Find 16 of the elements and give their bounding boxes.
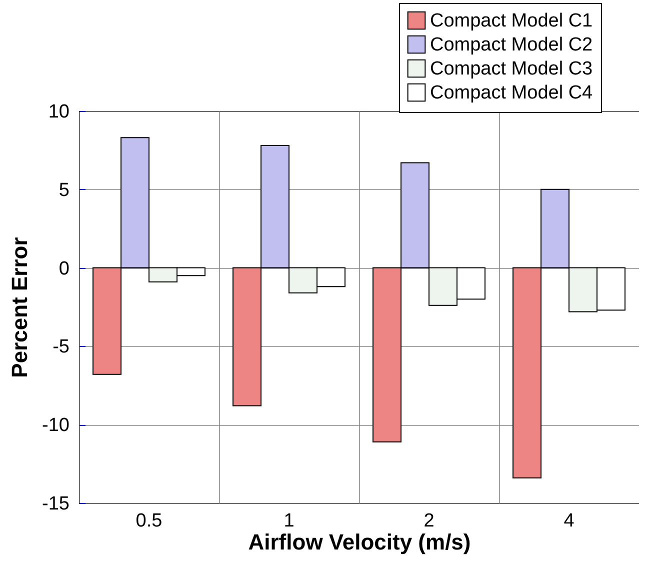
y-tick-label: -15 [42,494,70,514]
x-tick-label: 4 [564,510,575,532]
y-tick-label: 5 [58,180,70,201]
x-axis-title: Airflow Velocity (m/s) [248,530,471,554]
legend-label: Compact Model C3 [430,58,593,80]
y-tick-label: -5 [52,336,70,358]
legend-label: Compact Model C2 [430,34,593,56]
y-axis-title: Percent Error [7,236,32,378]
y-tick-label: -10 [42,415,70,436]
legend-label: Compact Model C4 [430,82,594,104]
x-tick-label: 0.5 [136,510,162,532]
y-tick-label: 0 [58,258,70,280]
x-tick-label: 1 [284,510,294,532]
legend-label: Compact Model C1 [430,10,593,32]
x-tick-label: 2 [424,510,434,532]
y-tick-label: 10 [48,102,70,122]
